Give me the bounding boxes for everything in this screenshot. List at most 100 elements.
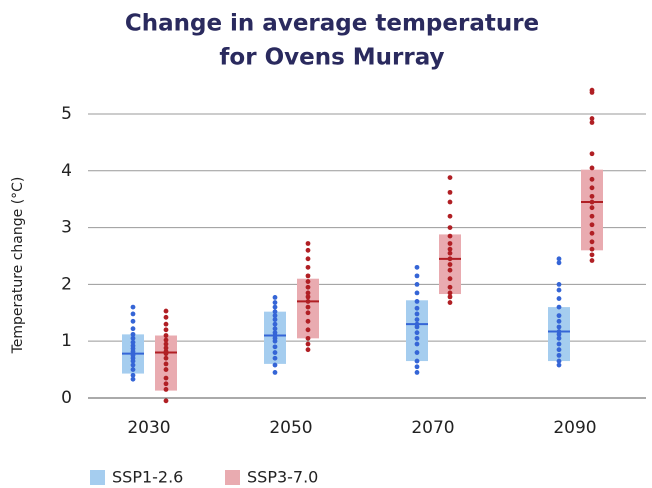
y-tick-label: 1 bbox=[61, 331, 72, 351]
point bbox=[447, 276, 453, 282]
point bbox=[272, 350, 278, 355]
point bbox=[305, 241, 311, 246]
point bbox=[130, 318, 136, 324]
point bbox=[589, 205, 595, 211]
point bbox=[447, 300, 453, 305]
point bbox=[447, 250, 453, 256]
point bbox=[414, 273, 420, 279]
point bbox=[163, 367, 169, 372]
point bbox=[414, 317, 420, 323]
x-tick-label: 2050 bbox=[269, 418, 312, 438]
point bbox=[305, 318, 311, 324]
point bbox=[163, 375, 169, 381]
point bbox=[163, 345, 169, 351]
point bbox=[414, 330, 420, 336]
point bbox=[305, 341, 311, 347]
point bbox=[414, 281, 420, 287]
y-tick-label: 0 bbox=[61, 388, 72, 408]
point bbox=[414, 335, 420, 341]
point bbox=[130, 304, 136, 310]
point bbox=[589, 185, 595, 191]
point bbox=[414, 341, 420, 347]
point bbox=[589, 239, 595, 245]
point bbox=[556, 281, 562, 287]
point bbox=[272, 344, 278, 350]
point bbox=[589, 252, 595, 258]
point bbox=[589, 222, 595, 228]
point bbox=[556, 347, 562, 353]
y-tick-label: 5 bbox=[61, 104, 72, 124]
point bbox=[414, 364, 420, 370]
y-tick-label: 4 bbox=[61, 161, 72, 181]
y-axis-label: Temperature change (°C) bbox=[10, 177, 26, 355]
point bbox=[556, 329, 562, 334]
point bbox=[589, 258, 595, 263]
point bbox=[589, 193, 595, 199]
legend-swatch bbox=[90, 470, 105, 485]
point bbox=[589, 230, 595, 236]
point bbox=[414, 311, 420, 317]
point bbox=[556, 341, 562, 347]
point bbox=[556, 296, 562, 301]
point bbox=[556, 318, 562, 324]
legend-swatch bbox=[225, 470, 240, 485]
legend-label: SSP1-2.6 bbox=[112, 468, 183, 487]
point bbox=[130, 331, 136, 337]
point bbox=[272, 355, 278, 361]
point bbox=[556, 256, 562, 262]
point bbox=[305, 290, 311, 296]
point bbox=[414, 350, 420, 355]
point bbox=[556, 313, 562, 319]
point bbox=[305, 284, 311, 290]
point bbox=[272, 317, 278, 323]
point bbox=[305, 294, 311, 300]
point bbox=[163, 327, 169, 333]
point bbox=[130, 311, 136, 317]
point bbox=[272, 309, 278, 315]
point bbox=[272, 304, 278, 310]
point bbox=[305, 347, 311, 353]
point bbox=[556, 260, 562, 266]
point bbox=[272, 321, 278, 327]
point bbox=[447, 175, 453, 181]
point bbox=[589, 199, 595, 205]
point bbox=[272, 370, 278, 375]
point bbox=[130, 362, 136, 368]
point bbox=[447, 294, 453, 300]
point bbox=[414, 299, 420, 304]
point bbox=[589, 151, 595, 157]
point bbox=[163, 308, 169, 314]
point bbox=[305, 256, 311, 262]
point bbox=[130, 335, 136, 341]
point bbox=[305, 264, 311, 270]
point bbox=[305, 299, 311, 304]
point bbox=[556, 358, 562, 364]
point bbox=[556, 335, 562, 341]
x-tick-label: 2070 bbox=[411, 418, 454, 438]
point bbox=[305, 335, 311, 341]
point bbox=[447, 199, 453, 205]
point bbox=[163, 361, 169, 367]
point bbox=[272, 295, 278, 300]
point bbox=[305, 310, 311, 316]
point bbox=[130, 339, 136, 345]
point bbox=[414, 305, 420, 311]
point bbox=[163, 321, 169, 327]
point bbox=[272, 313, 278, 319]
point bbox=[130, 372, 136, 378]
point bbox=[163, 381, 169, 387]
y-tick-label: 2 bbox=[61, 274, 72, 294]
point bbox=[272, 326, 278, 332]
point bbox=[163, 398, 169, 404]
point bbox=[272, 362, 278, 368]
point bbox=[163, 387, 169, 392]
point bbox=[589, 246, 595, 252]
point bbox=[447, 241, 453, 246]
point bbox=[163, 314, 169, 320]
legend-label: SSP3-7.0 bbox=[247, 468, 318, 487]
point bbox=[305, 273, 311, 279]
x-tick-label: 2030 bbox=[127, 418, 170, 438]
point bbox=[130, 376, 136, 382]
point bbox=[447, 246, 453, 252]
